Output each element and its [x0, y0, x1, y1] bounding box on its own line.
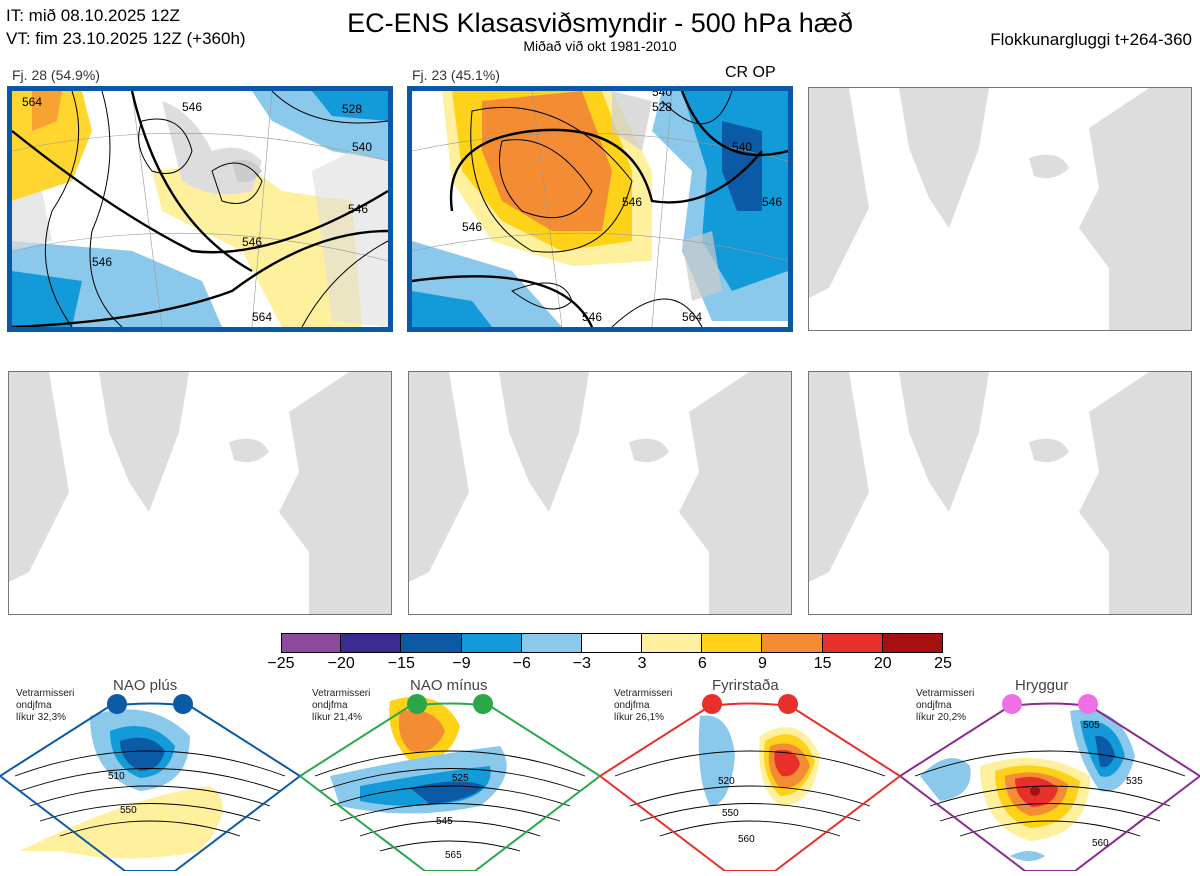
colorbar-tick: 3 [637, 655, 647, 672]
regime-title: Fyrirstaða [712, 677, 779, 694]
svg-text:520: 520 [718, 776, 735, 787]
svg-text:525: 525 [452, 773, 469, 784]
cluster-2-label: Fj. 23 (45.1%) [412, 67, 500, 83]
colorbar-tick: −9 [452, 655, 471, 672]
svg-text:505: 505 [1083, 720, 1100, 731]
contour-label: 546 [762, 195, 782, 209]
contour-label: 546 [242, 235, 262, 249]
cluster-2-tag: CR OP [725, 64, 776, 81]
colorbar-tick: −3 [572, 655, 592, 672]
regime-nao-plus[interactable]: 510 550 [0, 676, 302, 872]
svg-text:565: 565 [445, 850, 462, 861]
colorbar-tick: −15 [387, 655, 415, 672]
colorbar-swatch [581, 633, 643, 653]
cluster-1-label: Fj. 28 (54.9%) [12, 67, 100, 83]
colorbar-tick: 20 [873, 655, 892, 672]
colorbar-swatch [702, 633, 763, 653]
colorbar-swatch [281, 633, 342, 653]
contour-label: 546 [92, 255, 112, 269]
colorbar-tick: −20 [327, 655, 355, 672]
svg-text:550: 550 [120, 805, 137, 816]
empty-map-3 [808, 87, 1192, 331]
contour-label: 564 [22, 95, 42, 109]
contour-label: 540 [652, 91, 672, 99]
regime-note: Vetrarmisseri ondjfma líkur 32,3% [16, 688, 75, 723]
regime-note: Vetrarmisseri ondjfma líkur 26,1% [614, 688, 673, 723]
classification-window: Flokkunargluggi t+264-360 [990, 30, 1192, 49]
cluster-1-map[interactable]: 528 540 546 546 546 546 564 564 [7, 86, 393, 332]
initial-time: IT: mið 08.10.2025 12Z [6, 6, 180, 25]
cluster-1-svg: 528 540 546 546 546 546 564 564 [12, 91, 388, 327]
empty-map-5 [408, 371, 792, 615]
regime-title: Hryggur [1015, 677, 1069, 694]
regime-ridge[interactable]: 505 535 560 [898, 676, 1200, 872]
page-title: EC-ENS Klasasviðsmyndir - 500 hPa hæð [347, 8, 853, 38]
contour-label: 540 [732, 140, 752, 154]
colorbar-swatch [341, 633, 402, 653]
colorbar-swatch [642, 633, 703, 653]
empty-map-6 [808, 371, 1192, 615]
colorbar-swatch [521, 633, 582, 653]
contour-label: 564 [682, 310, 702, 324]
colorbar-tick: −25 [267, 655, 295, 672]
regime-nao-minus[interactable]: 525 545 565 [298, 676, 602, 872]
valid-time: VT: fim 23.10.2025 12Z (+360h) [6, 29, 246, 48]
svg-text:560: 560 [1092, 838, 1109, 849]
svg-text:510: 510 [108, 771, 125, 782]
regime-note: Vetrarmisseri ondjfma líkur 20,2% [916, 688, 975, 723]
empty-map-4 [8, 371, 392, 615]
colorbar-tick: 9 [758, 655, 767, 672]
contour-label: 546 [582, 310, 602, 324]
contour-label: 540 [352, 140, 372, 154]
contour-label: 546 [462, 220, 482, 234]
cluster-2-map[interactable]: 528 540 546 546 546 540 546 564 [407, 86, 793, 332]
contour-label: 546 [348, 202, 368, 216]
contour-label: 546 [622, 195, 642, 209]
header-info: IT: mið 08.10.2025 12Z VT: fim 23.10.202… [6, 4, 246, 50]
svg-text:545: 545 [436, 816, 453, 827]
page-subtitle: Miðað við okt 1981-2010 [523, 38, 677, 54]
contour-label: 546 [182, 100, 202, 114]
colorbar-swatch [461, 633, 522, 653]
svg-text:560: 560 [738, 834, 755, 845]
colorbar-swatch [401, 633, 462, 653]
contour-label: 528 [652, 100, 672, 114]
svg-text:535: 535 [1126, 776, 1143, 787]
colorbar-tick: −6 [512, 655, 531, 672]
colorbar-swatch [762, 633, 823, 653]
colorbar-frame [281, 633, 943, 653]
contour-label: 528 [342, 102, 362, 116]
regime-title: NAO plús [113, 677, 178, 694]
colorbar-tick: 25 [934, 655, 952, 672]
svg-text:550: 550 [722, 808, 739, 819]
cluster-2-svg: 528 540 546 546 546 540 546 564 [412, 91, 788, 327]
regime-blocking[interactable]: 520 550 560 [598, 676, 902, 872]
colorbar-tick: 15 [813, 655, 832, 672]
regime-title: NAO mínus [410, 677, 488, 694]
contour-label: 564 [252, 310, 272, 324]
colorbar-swatch [822, 633, 883, 653]
regime-note: Vetrarmisseri ondjfma líkur 21,4% [312, 688, 371, 723]
colorbar-tick: 6 [697, 655, 707, 672]
